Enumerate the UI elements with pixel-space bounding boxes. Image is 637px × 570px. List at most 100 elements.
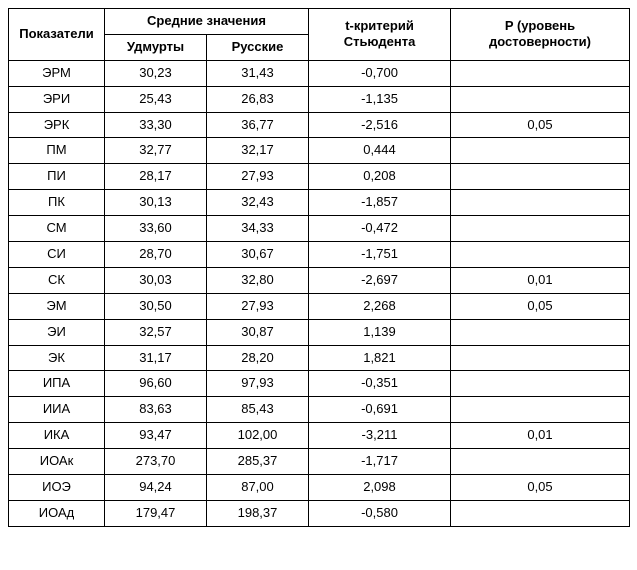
cell-rus: 32,17 — [207, 138, 309, 164]
cell-rus: 198,37 — [207, 500, 309, 526]
cell-p — [451, 138, 630, 164]
cell-p — [451, 164, 630, 190]
cell-t: -2,516 — [309, 112, 451, 138]
cell-p — [451, 371, 630, 397]
cell-rus: 102,00 — [207, 423, 309, 449]
cell-udm: 30,03 — [105, 267, 207, 293]
cell-udm: 25,43 — [105, 86, 207, 112]
cell-t: -0,472 — [309, 216, 451, 242]
table-row: ИИА83,6385,43-0,691 — [9, 397, 630, 423]
cell-udm: 28,17 — [105, 164, 207, 190]
cell-ind: ЭМ — [9, 293, 105, 319]
cell-ind: ЭК — [9, 345, 105, 371]
cell-p — [451, 345, 630, 371]
cell-rus: 87,00 — [207, 475, 309, 501]
cell-ind: ИКА — [9, 423, 105, 449]
header-row-1: Показатели Средние значения t-критерий С… — [9, 9, 630, 35]
cell-ind: ПК — [9, 190, 105, 216]
cell-t: -3,211 — [309, 423, 451, 449]
cell-udm: 33,30 — [105, 112, 207, 138]
cell-udm: 30,13 — [105, 190, 207, 216]
cell-ind: СК — [9, 267, 105, 293]
cell-t: 0,444 — [309, 138, 451, 164]
cell-t: -0,351 — [309, 371, 451, 397]
cell-ind: ИОАк — [9, 449, 105, 475]
cell-t: -1,751 — [309, 242, 451, 268]
cell-t: 1,139 — [309, 319, 451, 345]
cell-p — [451, 86, 630, 112]
cell-p — [451, 60, 630, 86]
col-header-p-level: P (уровень достоверности) — [451, 9, 630, 61]
col-header-t-test: t-критерий Стьюдента — [309, 9, 451, 61]
cell-udm: 96,60 — [105, 371, 207, 397]
cell-t: 0,208 — [309, 164, 451, 190]
cell-rus: 36,77 — [207, 112, 309, 138]
col-header-means-group: Средние значения — [105, 9, 309, 35]
col-header-udmurts: Удмурты — [105, 34, 207, 60]
cell-rus: 97,93 — [207, 371, 309, 397]
table-row: СИ28,7030,67-1,751 — [9, 242, 630, 268]
cell-rus: 285,37 — [207, 449, 309, 475]
cell-ind: ЭИ — [9, 319, 105, 345]
cell-udm: 33,60 — [105, 216, 207, 242]
table-row: ИОАк273,70285,37-1,717 — [9, 449, 630, 475]
table-row: ЭРМ30,2331,43-0,700 — [9, 60, 630, 86]
cell-udm: 32,57 — [105, 319, 207, 345]
cell-udm: 273,70 — [105, 449, 207, 475]
table-row: ЭМ30,5027,932,2680,05 — [9, 293, 630, 319]
col-header-russians: Русские — [207, 34, 309, 60]
cell-ind: ЭРИ — [9, 86, 105, 112]
cell-rus: 26,83 — [207, 86, 309, 112]
cell-p — [451, 449, 630, 475]
cell-p: 0,05 — [451, 475, 630, 501]
cell-p — [451, 242, 630, 268]
cell-rus: 32,43 — [207, 190, 309, 216]
cell-t: -1,717 — [309, 449, 451, 475]
cell-rus: 30,67 — [207, 242, 309, 268]
cell-ind: ЭРМ — [9, 60, 105, 86]
cell-udm: 83,63 — [105, 397, 207, 423]
cell-t: -1,857 — [309, 190, 451, 216]
cell-p — [451, 500, 630, 526]
cell-t: -1,135 — [309, 86, 451, 112]
table-row: ИКА93,47102,00-3,2110,01 — [9, 423, 630, 449]
cell-ind: ИИА — [9, 397, 105, 423]
cell-t: 1,821 — [309, 345, 451, 371]
cell-udm: 32,77 — [105, 138, 207, 164]
cell-rus: 30,87 — [207, 319, 309, 345]
col-header-indicator: Показатели — [9, 9, 105, 61]
cell-t: 2,098 — [309, 475, 451, 501]
cell-t: -0,691 — [309, 397, 451, 423]
table-row: ИОЭ94,2487,002,0980,05 — [9, 475, 630, 501]
cell-udm: 31,17 — [105, 345, 207, 371]
cell-udm: 30,50 — [105, 293, 207, 319]
cell-p — [451, 397, 630, 423]
cell-p — [451, 190, 630, 216]
cell-t: -0,580 — [309, 500, 451, 526]
table-row: СМ33,6034,33-0,472 — [9, 216, 630, 242]
cell-p — [451, 319, 630, 345]
cell-rus: 31,43 — [207, 60, 309, 86]
cell-p: 0,01 — [451, 423, 630, 449]
cell-p: 0,05 — [451, 112, 630, 138]
cell-udm: 30,23 — [105, 60, 207, 86]
cell-ind: ПМ — [9, 138, 105, 164]
cell-p: 0,01 — [451, 267, 630, 293]
cell-p — [451, 216, 630, 242]
table-row: ПК30,1332,43-1,857 — [9, 190, 630, 216]
cell-rus: 27,93 — [207, 293, 309, 319]
cell-rus: 85,43 — [207, 397, 309, 423]
cell-udm: 94,24 — [105, 475, 207, 501]
cell-rus: 27,93 — [207, 164, 309, 190]
cell-ind: ИОЭ — [9, 475, 105, 501]
cell-udm: 93,47 — [105, 423, 207, 449]
table-row: ЭРК33,3036,77-2,5160,05 — [9, 112, 630, 138]
table-row: ЭК31,1728,201,821 — [9, 345, 630, 371]
table-row: ЭИ32,5730,871,139 — [9, 319, 630, 345]
cell-ind: СИ — [9, 242, 105, 268]
cell-rus: 28,20 — [207, 345, 309, 371]
cell-p: 0,05 — [451, 293, 630, 319]
cell-ind: ИОАд — [9, 500, 105, 526]
cell-t: 2,268 — [309, 293, 451, 319]
cell-ind: ПИ — [9, 164, 105, 190]
